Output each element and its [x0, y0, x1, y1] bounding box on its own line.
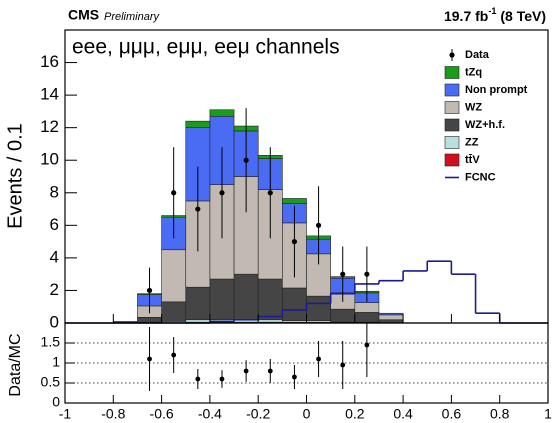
lumi-label: 19.7 fb-1 (8 TeV): [444, 6, 546, 23]
stack-segment: [378, 314, 404, 321]
data-point: [146, 287, 153, 294]
ratio-point: [147, 356, 152, 362]
ratio-point: [171, 352, 177, 358]
stack-segment: [282, 198, 307, 204]
stack-segment: [378, 312, 404, 316]
y-tick-label: 12: [40, 117, 59, 136]
legend-label: Non prompt: [465, 84, 528, 96]
x-tick-label: 1: [544, 406, 552, 422]
ratio-point: [243, 368, 249, 374]
x-tick-label: -0.4: [198, 406, 222, 422]
lumi: 19.7 fb: [444, 8, 488, 24]
legend-symbol: [444, 83, 460, 97]
data-point: [291, 239, 298, 245]
stack-segment: [209, 278, 235, 321]
legend-symbol: [444, 101, 460, 114]
x-tick-label: 0.8: [490, 406, 510, 422]
y-tick-label: 8: [50, 182, 59, 201]
data-point: [267, 190, 273, 196]
stack-segment: [137, 317, 162, 323]
stack-segment: [282, 287, 307, 321]
y-tick-label: 0: [50, 312, 59, 331]
y-tick-label: 1: [52, 354, 60, 370]
stack-segment: [185, 319, 211, 323]
y-tick-label: 14: [40, 85, 59, 104]
ratio-point: [316, 356, 321, 362]
x-tick-label: 0: [303, 406, 311, 422]
legend-label: WZ: [465, 101, 482, 113]
y-tick-label: 10: [40, 150, 59, 169]
channels-annotation: eee, μμμ, eμμ, eeμ channels: [72, 36, 340, 59]
legend-label: FCNC: [465, 171, 496, 183]
legend-symbol: [444, 136, 460, 149]
energy: (8 TeV): [500, 8, 546, 24]
y-tick-label: 16: [40, 52, 59, 71]
legend-symbol: [449, 52, 455, 58]
stack-segment: [209, 109, 235, 117]
legend-symbol: [444, 153, 460, 167]
stack-segment: [161, 249, 187, 303]
x-tick-label: -0.2: [246, 406, 270, 422]
data-point: [219, 190, 225, 196]
y-tick-label: 1.5: [41, 334, 61, 350]
ratio-point: [340, 362, 346, 368]
x-tick-label: 0.6: [442, 406, 462, 422]
data-point: [195, 206, 201, 212]
stack-segment: [113, 321, 138, 323]
ratio-y-axis-label: Data/MC: [7, 333, 24, 396]
stack-segment: [257, 319, 283, 323]
stack-segment: [185, 286, 211, 321]
stack-segment: [161, 301, 187, 322]
ratio-point: [195, 376, 201, 382]
x-tick-label: 0.4: [393, 406, 413, 422]
y-tick-label: 6: [50, 215, 59, 234]
legend-symbol: [444, 66, 460, 79]
legend-label: tt̄V: [465, 154, 480, 166]
stack-segment: [354, 302, 380, 313]
stack-segment: [354, 312, 380, 323]
ratio-point: [364, 342, 370, 348]
legend-label: WZ+h.f.: [465, 119, 505, 131]
ratio-frame: [64, 322, 549, 404]
legend-label: tZq: [465, 66, 482, 78]
legend-label: Data: [465, 49, 490, 61]
y-tick-label: 2: [50, 280, 59, 299]
y-tick-label: 4: [50, 247, 59, 266]
ratio-point: [292, 374, 297, 380]
x-tick-label: 0.2: [345, 406, 365, 422]
stack-segment: [306, 295, 331, 321]
data-point: [171, 190, 177, 196]
data-point: [364, 271, 370, 277]
stack-segment: [233, 273, 259, 321]
stack-segment: [185, 120, 211, 128]
legend-label: ZZ: [465, 136, 479, 148]
ratio-point: [267, 368, 273, 374]
y-tick-label: 0.5: [41, 374, 61, 390]
ratio-point: [219, 376, 225, 382]
x-tick-label: -0.8: [101, 406, 125, 422]
data-point: [340, 271, 346, 277]
x-tick-label: -0.6: [150, 406, 174, 422]
lumi-exponent: -1: [488, 6, 496, 16]
experiment: CMS: [68, 7, 99, 23]
stack-segment: [257, 278, 283, 321]
stack-segment: [330, 308, 356, 323]
data-point: [243, 157, 249, 163]
legend-symbol: [444, 118, 460, 132]
status: Preliminary: [104, 11, 161, 23]
y-axis-label: Events / 0.1: [4, 123, 26, 229]
data-point: [315, 222, 322, 228]
x-tick-label: -1: [59, 406, 72, 422]
y-tick-label: 0: [52, 394, 60, 410]
